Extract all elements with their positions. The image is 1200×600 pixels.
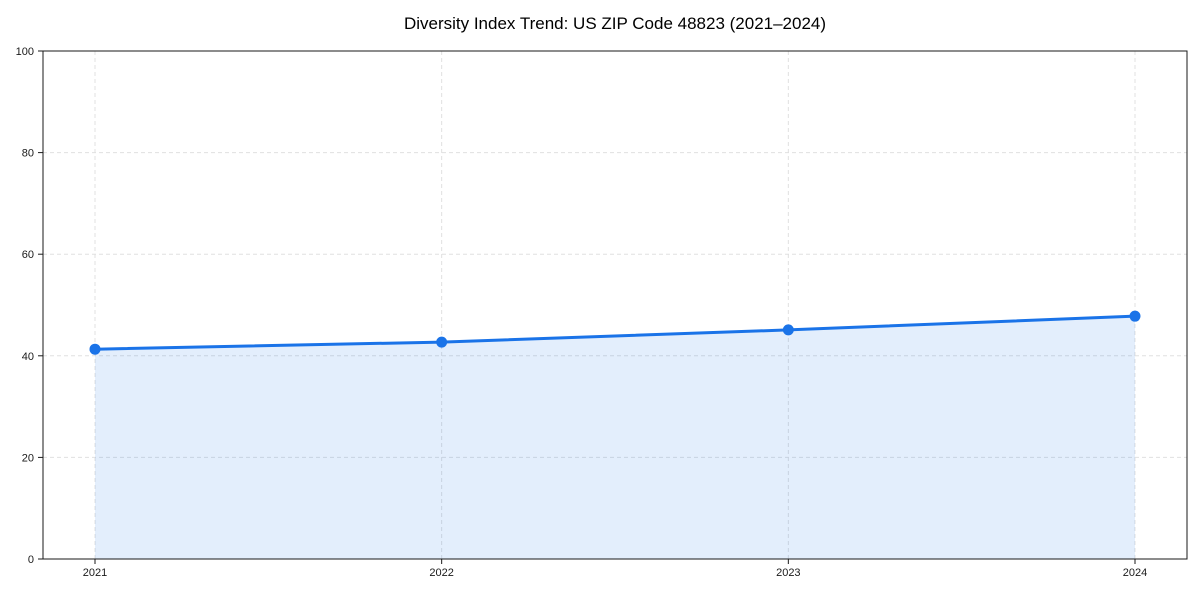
y-tick-label: 40 [22,351,34,363]
y-tick-label: 80 [22,148,34,160]
data-point-2022 [436,336,448,348]
x-tick-label: 2024 [1123,567,1147,579]
trend-line [93,314,1137,351]
x-tick-label: 2021 [83,567,107,579]
x-tick-label: 2023 [776,567,800,579]
y-tick-label: 60 [22,249,34,261]
plot-border [42,50,1188,560]
data-point-2023 [782,324,794,336]
y-tick-label: 20 [22,452,34,464]
data-point-2021 [89,343,101,355]
y-tick-label: 0 [28,554,34,566]
area-fill [95,316,1135,559]
data-point-2024 [1129,310,1141,322]
x-tick-label: 2022 [429,567,453,579]
y-tick-label: 100 [16,46,34,58]
chart-title: Diversity Index Trend: US ZIP Code 48823… [403,14,827,33]
